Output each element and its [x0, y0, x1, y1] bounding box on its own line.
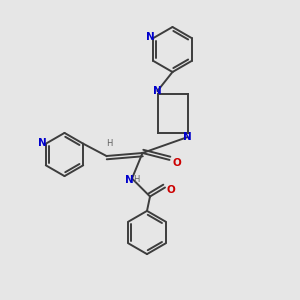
Text: H: H [134, 175, 140, 184]
Text: N: N [153, 86, 162, 96]
Text: N: N [183, 132, 192, 142]
Text: N: N [146, 32, 155, 42]
Text: O: O [172, 158, 181, 168]
Text: O: O [166, 185, 175, 195]
Text: N: N [124, 175, 134, 185]
Text: H: H [106, 140, 113, 148]
Text: N: N [38, 138, 47, 148]
